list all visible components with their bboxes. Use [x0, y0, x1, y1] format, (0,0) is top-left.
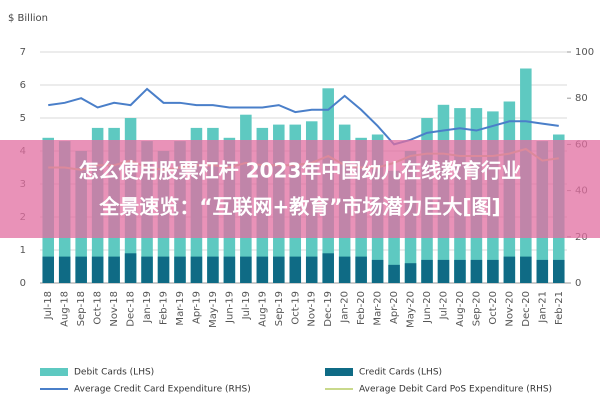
- bar: [536, 259, 549, 283]
- bar: [388, 264, 400, 283]
- x-tick-label: Mar-20: [373, 291, 384, 326]
- bar: [437, 259, 450, 283]
- x-tick-label: Jun-19: [224, 291, 235, 324]
- bar: [487, 259, 499, 283]
- x-tick-label: Jul-20: [438, 291, 449, 320]
- x-tick-label: Nov-18: [109, 291, 120, 327]
- y2-tick-label: 80: [575, 93, 588, 104]
- x-tick-label: Mar-19: [175, 291, 186, 326]
- x-tick-label: Apr-19: [191, 291, 202, 324]
- y-axis-label: $ Billion: [8, 13, 48, 24]
- x-tick-label: Jan-21: [537, 291, 548, 324]
- y-tick-label: 5: [20, 113, 26, 124]
- bar: [355, 256, 367, 283]
- bar: [108, 256, 120, 283]
- x-tick-label: Jan-20: [340, 291, 351, 324]
- bar: [75, 256, 87, 283]
- x-tick-label: Aug-18: [60, 291, 71, 327]
- bar: [157, 256, 170, 283]
- bar: [289, 256, 302, 283]
- legend-swatch: [325, 368, 353, 376]
- y-tick-label: 1: [20, 245, 26, 256]
- legend-label: Average Credit Card Expenditure (RHS): [74, 385, 251, 395]
- legend-swatch: [40, 368, 68, 376]
- bar: [240, 256, 252, 283]
- x-tick-label: May-20: [406, 291, 417, 328]
- x-tick-label: Apr-20: [389, 291, 400, 324]
- x-tick-label: Sep-19: [274, 291, 285, 326]
- bar: [42, 256, 54, 283]
- x-tick-label: Aug-19: [257, 291, 268, 327]
- bar: [190, 256, 203, 283]
- y2-tick-label: 100: [575, 47, 594, 58]
- line: [48, 87, 559, 146]
- bar: [305, 256, 318, 283]
- x-tick-label: Nov-20: [504, 291, 515, 327]
- bar: [404, 263, 417, 283]
- y-tick-label: 0: [20, 278, 26, 289]
- bar: [141, 256, 153, 283]
- bar: [338, 256, 351, 283]
- y2-tick-label: 0: [575, 278, 581, 289]
- x-tick-label: Dec-18: [126, 291, 137, 327]
- x-tick-label: Sep-18: [76, 291, 87, 326]
- banner-text: 全景速览：“互联网+教育”市场潜力巨大[图]: [98, 195, 500, 219]
- bar: [207, 256, 219, 283]
- x-tick-label: Sep-20: [471, 291, 482, 326]
- bar: [91, 256, 104, 283]
- x-tick-label: Dec-19: [323, 291, 334, 327]
- bar: [58, 256, 71, 283]
- bar: [322, 253, 334, 283]
- x-tick-label: Aug-20: [455, 291, 466, 327]
- x-tick-label: Oct-18: [93, 291, 104, 325]
- bar: [256, 256, 269, 283]
- x-tick-label: Oct-20: [488, 291, 499, 325]
- x-tick-label: Oct-19: [290, 291, 301, 325]
- y-tick-label: 7: [20, 47, 26, 58]
- bar: [174, 256, 186, 283]
- legend-label: Debit Cards (LHS): [74, 368, 154, 378]
- bar: [371, 259, 384, 283]
- bar: [273, 256, 285, 283]
- bar: [553, 259, 565, 283]
- x-tick-label: Feb-20: [356, 291, 367, 325]
- bar: [503, 256, 516, 283]
- legend-label: Credit Cards (LHS): [359, 368, 442, 378]
- bar: [223, 256, 236, 283]
- bar: [454, 259, 466, 283]
- banner-text: 怎么使用股票杠杆 2023年中国幼儿在线教育行业: [79, 159, 522, 183]
- bar: [470, 259, 483, 283]
- x-tick-label: Nov-19: [307, 291, 318, 327]
- x-tick-label: May-19: [208, 291, 219, 328]
- banner: [0, 140, 600, 238]
- y-tick-label: 6: [20, 80, 26, 91]
- bar: [520, 256, 532, 283]
- x-tick-label: Feb-21: [554, 291, 565, 325]
- x-tick-label: Jan-19: [142, 291, 153, 324]
- bar: [421, 259, 433, 283]
- legend-label: Average Debit Card PoS Expenditure (RHS): [359, 385, 552, 395]
- x-tick-label: Dec-20: [521, 291, 532, 327]
- x-tick-label: Jul-18: [43, 291, 54, 320]
- x-tick-label: Feb-19: [159, 291, 170, 325]
- bar: [124, 253, 137, 283]
- x-tick-label: Jun-20: [422, 291, 433, 324]
- x-tick-label: Jul-19: [241, 291, 252, 320]
